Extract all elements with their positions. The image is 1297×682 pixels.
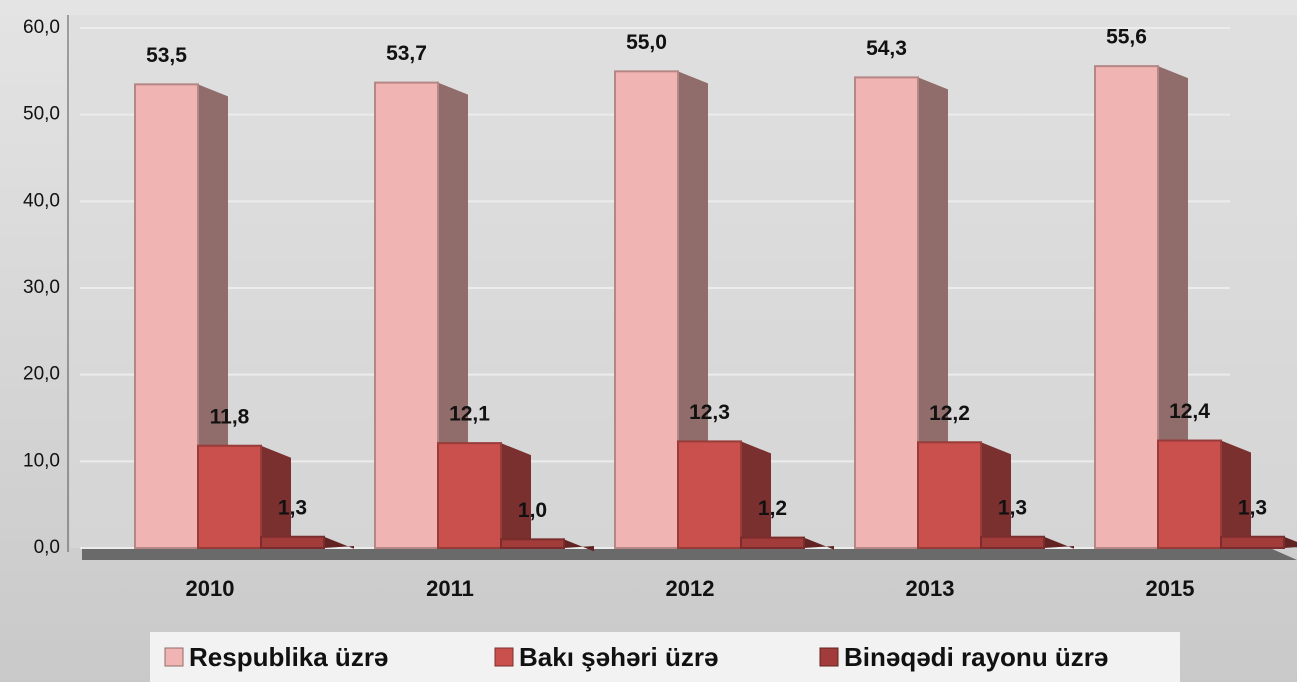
bar — [134, 83, 199, 549]
bar — [980, 535, 1045, 550]
value-label: 1,3 — [998, 496, 1027, 519]
legend-swatch — [164, 647, 184, 667]
bar — [197, 444, 262, 550]
value-label: 11,8 — [210, 405, 250, 428]
value-label: 54,3 — [866, 37, 907, 60]
legend-swatch — [819, 647, 839, 667]
x-tick-label: 2010 — [186, 576, 235, 601]
bar — [500, 538, 565, 549]
bar-side — [198, 84, 228, 548]
bar-side — [564, 539, 594, 552]
value-label: 55,6 — [1106, 26, 1147, 49]
y-tick-label: 60,0 — [23, 17, 60, 38]
value-label: 12,2 — [929, 402, 970, 425]
value-label: 12,4 — [1169, 400, 1210, 423]
y-tick-label: 20,0 — [23, 364, 60, 385]
bar — [437, 442, 502, 549]
bar-side — [1044, 536, 1074, 549]
x-tick-label: 2011 — [426, 576, 474, 601]
bar-side — [501, 443, 531, 548]
value-label: 12,3 — [689, 401, 730, 424]
value-label: 1,2 — [758, 497, 787, 520]
bar — [1220, 535, 1285, 550]
bar-side — [261, 445, 291, 548]
bar-side — [1284, 536, 1297, 548]
bar — [1157, 439, 1222, 549]
y-tick-label: 30,0 — [23, 277, 60, 298]
bar — [1094, 65, 1159, 549]
y-tick-label: 40,0 — [23, 190, 60, 211]
legend-swatch — [494, 647, 514, 667]
legend-label: Respublika üzrə — [189, 642, 388, 672]
bar — [917, 441, 982, 549]
bar-side — [804, 537, 834, 550]
bar — [260, 535, 325, 550]
bar-side — [981, 442, 1011, 548]
value-label: 12,1 — [449, 403, 490, 426]
legend — [150, 632, 1180, 682]
bar-side — [438, 82, 468, 548]
bar-side — [1221, 440, 1251, 548]
value-label: 1,3 — [1238, 496, 1267, 519]
y-tick-label: 10,0 — [23, 450, 60, 471]
value-label: 55,0 — [626, 31, 667, 54]
y-tick-label: 50,0 — [23, 104, 60, 125]
x-tick-label: 2015 — [1146, 576, 1195, 601]
value-label: 1,0 — [518, 499, 547, 522]
x-tick-label: 2012 — [666, 576, 715, 601]
value-label: 53,5 — [146, 44, 187, 67]
bar-side — [324, 536, 354, 549]
bar — [677, 440, 742, 549]
x-tick-label: 2013 — [906, 576, 955, 601]
bar-side — [1158, 66, 1188, 548]
legend-label: Bakı şəhəri üzrə — [519, 642, 718, 672]
value-label: 1,3 — [278, 496, 307, 519]
bar — [854, 76, 919, 550]
y-tick-label: 0,0 — [34, 537, 60, 558]
bar-side — [741, 441, 771, 548]
floor — [82, 548, 1297, 560]
bar-side — [678, 71, 708, 548]
bar — [614, 70, 679, 549]
bar — [740, 536, 805, 549]
bar — [374, 81, 439, 549]
value-label: 53,7 — [386, 42, 427, 65]
bar-side — [918, 77, 948, 549]
legend-label: Binəqədi rayonu üzrə — [844, 642, 1108, 672]
